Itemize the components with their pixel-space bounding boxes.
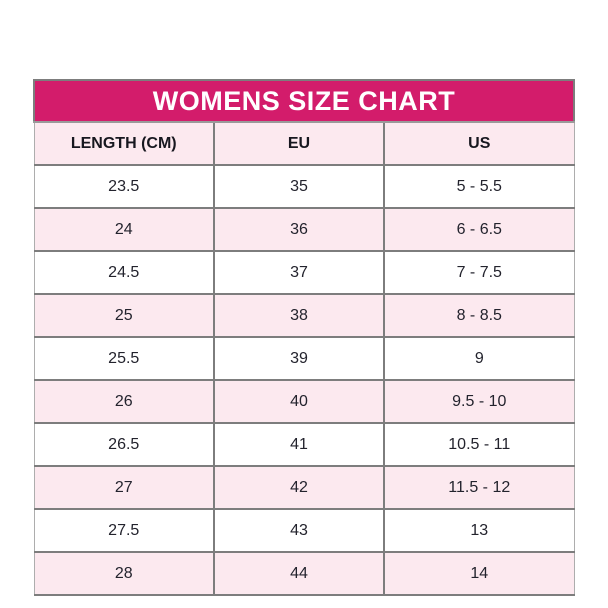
us-size-value: 8 - 8.5	[382, 293, 575, 338]
header-row: LENGTH (CM) EU US	[33, 121, 575, 166]
length-cm-value: 25	[33, 293, 215, 338]
eu-size-value: 36	[213, 207, 385, 252]
length-cm-value: 28	[33, 551, 215, 596]
table-row: 28 44 14	[33, 551, 575, 596]
length-cm-value: 27	[33, 465, 215, 510]
column-header-length-cm: LENGTH (CM)	[33, 121, 215, 166]
table-row: 26 40 9.5 - 10	[33, 379, 575, 424]
column-header-us: US	[383, 121, 575, 166]
table-row: 25 38 8 - 8.5	[33, 293, 575, 338]
length-cm-value: 26.5	[33, 422, 215, 467]
table-row: 27.5 43 13	[33, 508, 575, 553]
us-size-value: 10.5 - 11	[382, 422, 575, 467]
eu-size-value: 35	[213, 164, 385, 209]
us-size-value: 9	[382, 336, 575, 381]
us-size-value: 7 - 7.5	[382, 250, 575, 295]
table-row: 27 42 11.5 - 12	[33, 465, 575, 510]
table-row: 23.5 35 5 - 5.5	[33, 164, 575, 209]
us-size-value: 13	[382, 508, 575, 553]
length-cm-value: 27.5	[33, 508, 215, 553]
eu-size-value: 41	[213, 422, 385, 467]
table-row: 26.5 41 10.5 - 11	[33, 422, 575, 467]
table-row: 25.5 39 9	[33, 336, 575, 381]
length-cm-value: 26	[33, 379, 215, 424]
eu-size-value: 42	[213, 465, 385, 510]
column-header-eu: EU	[213, 121, 385, 166]
us-size-value: 6 - 6.5	[382, 207, 575, 252]
size-chart: WOMENS SIZE CHART LENGTH (CM) EU US 23.5…	[32, 79, 576, 596]
womens-size-table: WOMENS SIZE CHART LENGTH (CM) EU US 23.5…	[32, 79, 576, 596]
us-size-value: 14	[382, 551, 575, 596]
table-row: 24.5 37 7 - 7.5	[33, 250, 575, 295]
length-cm-value: 25.5	[33, 336, 215, 381]
us-size-value: 9.5 - 10	[382, 379, 575, 424]
length-cm-value: 24	[33, 207, 215, 252]
eu-size-value: 37	[213, 250, 385, 295]
chart-title: WOMENS SIZE CHART	[32, 79, 576, 123]
us-size-value: 5 - 5.5	[382, 164, 575, 209]
table-row: 24 36 6 - 6.5	[33, 207, 575, 252]
eu-size-value: 44	[213, 551, 385, 596]
length-cm-value: 24.5	[33, 250, 215, 295]
eu-size-value: 38	[213, 293, 385, 338]
eu-size-value: 39	[213, 336, 385, 381]
title-row: WOMENS SIZE CHART	[32, 79, 576, 123]
eu-size-value: 40	[213, 379, 385, 424]
length-cm-value: 23.5	[33, 164, 215, 209]
us-size-value: 11.5 - 12	[382, 465, 575, 510]
eu-size-value: 43	[213, 508, 385, 553]
